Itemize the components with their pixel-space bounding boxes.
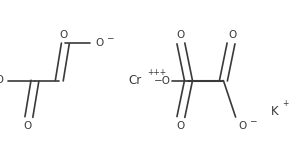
Text: O: O — [24, 121, 32, 131]
Text: Cr: Cr — [129, 74, 142, 87]
Text: O: O — [238, 121, 247, 131]
Text: −O: −O — [0, 75, 5, 85]
Text: O: O — [228, 30, 237, 40]
Text: O: O — [176, 121, 185, 131]
Text: −: − — [249, 117, 257, 126]
Text: +++: +++ — [147, 68, 166, 77]
Text: O: O — [176, 30, 185, 40]
Text: −O: −O — [154, 76, 171, 86]
Text: +: + — [282, 99, 288, 108]
Text: O: O — [95, 38, 104, 48]
Text: O: O — [60, 30, 68, 40]
Text: −: − — [106, 34, 114, 43]
Text: K: K — [271, 105, 279, 118]
